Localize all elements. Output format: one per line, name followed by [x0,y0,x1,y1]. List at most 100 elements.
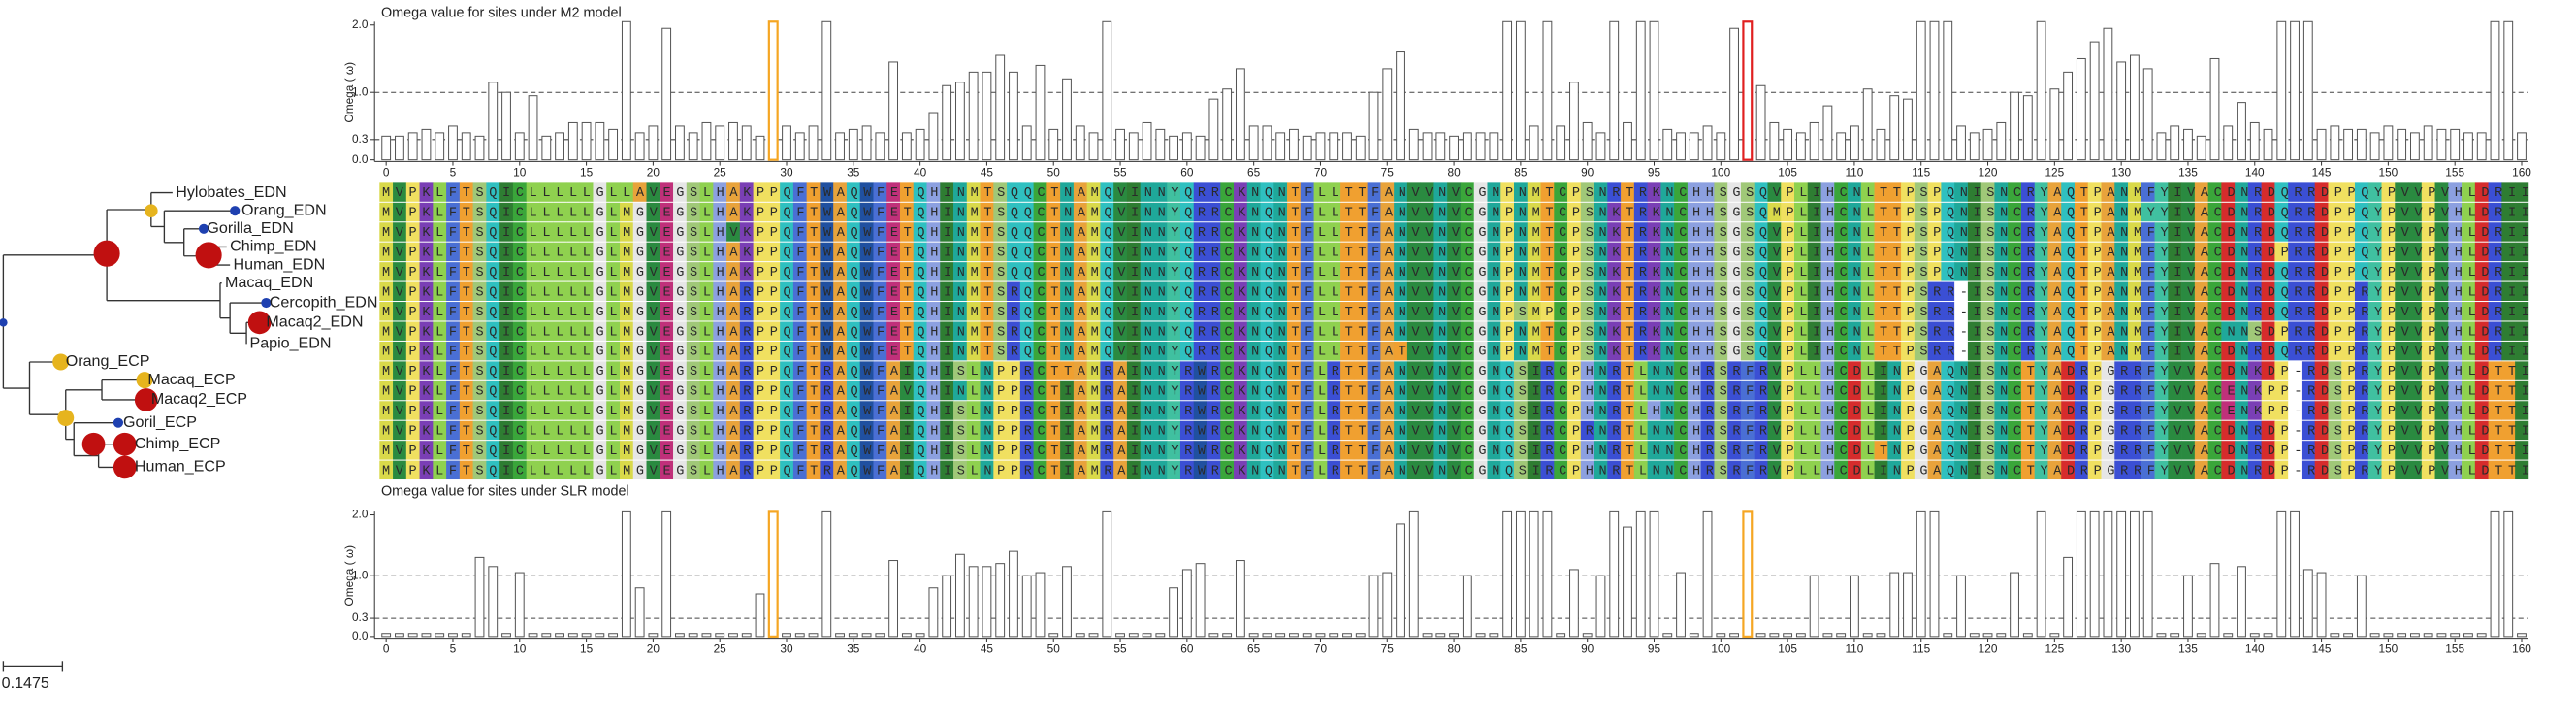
residue-cell [1406,401,1422,420]
node-marker [113,432,137,456]
residue-cell [699,242,714,262]
residue-cell [2381,361,2396,380]
residue-cell [1967,401,1981,420]
residue-cell [1781,302,1795,321]
residue-cell [593,420,607,441]
residue-cell [2501,420,2516,441]
residue-cell [1527,401,1541,420]
residue-cell [2301,341,2316,361]
residue-cell [1394,302,1408,321]
residue-cell [459,401,473,420]
residue-cell [2261,460,2275,480]
x-tick-label: 70 [1314,642,1328,656]
residue-cell [565,460,581,480]
residue-cell [1153,321,1168,341]
residue-cell [926,420,941,441]
residue-cell [2261,182,2275,202]
residue-cell [646,262,660,281]
residue-cell [966,361,981,380]
residue-cell [2301,380,2316,401]
residue-cell [1607,222,1622,242]
residue-cell [1060,242,1075,262]
residue-cell [1887,420,1902,441]
residue-cell [2101,242,2115,262]
bar [1529,510,1539,638]
residue-cell [2261,401,2275,420]
residue-cell [1834,182,1849,202]
residue-cell [1287,420,1302,441]
residue-cell [1887,380,1902,401]
residue-cell [846,262,861,281]
residue-cell [1140,420,1154,441]
residue-cell [632,222,647,242]
residue-cell [472,401,487,420]
residue-cell [2421,281,2435,302]
residue-cell [2488,380,2502,401]
residue-cell [2341,302,2356,321]
residue-cell [2247,420,2262,441]
residue-cell [606,460,621,480]
residue-cell [753,441,767,460]
bar [2116,510,2127,638]
bar [1969,633,1980,638]
residue-cell [1914,380,1928,401]
residue-cell [446,222,461,242]
residue-cell [1674,441,1689,460]
residue-cell [2128,420,2142,441]
residue-cell [2207,401,2222,420]
residue-cell [660,441,674,460]
residue-cell [2207,361,2222,380]
residue-cell [2141,441,2155,460]
residue-cell [2101,361,2115,380]
residue-cell [1380,321,1395,341]
residue-cell [1207,202,1221,222]
residue-cell [940,321,954,341]
residue-cell [1447,460,1462,480]
bar [1676,572,1686,638]
residue-cell [1860,341,1875,361]
residue-cell [766,361,781,380]
residue-cell [1433,460,1448,480]
residue-cell [2328,341,2342,361]
residue-cell [1727,401,1742,420]
residue-cell [419,361,434,380]
residue-cell [1500,182,1515,202]
residue-cell [2020,281,2036,302]
leaf-label: Orang_ECP [66,352,150,370]
residue-cell [886,441,901,460]
residue-cell [499,302,514,321]
x-tick-label: 65 [1247,642,1261,656]
bar [528,633,538,638]
residue-cell [1554,262,1568,281]
residue-cell [1207,420,1221,441]
residue-cell [2047,460,2062,480]
residue-cell [1113,361,1128,380]
residue-cell [446,281,461,302]
residue-cell [1046,182,1061,202]
residue-cell [1607,182,1622,202]
residue-cell [1447,361,1462,380]
residue-cell [1554,321,1568,341]
residue-cell [1246,222,1261,242]
x-tick-label: 105 [1778,642,1797,656]
residue-cell [1340,182,1355,202]
residue-cell [1207,222,1221,242]
residue-cell [792,380,807,401]
residue-cell [753,182,767,202]
bar [728,121,738,161]
residue-cell [792,222,807,242]
residue-cell [1060,182,1075,202]
residue-cell [2408,420,2423,441]
residue-cell [2154,321,2169,341]
bar [1382,572,1393,638]
residue-cell [1594,441,1608,460]
residue-cell [1313,321,1328,341]
bar [381,135,392,161]
residue-cell [486,281,500,302]
residue-cell [1300,401,1314,420]
residue-cell [606,281,621,302]
residue-cell [2194,341,2208,361]
bar [381,633,392,638]
residue-cell [2448,262,2463,281]
residue-cell [1246,401,1261,420]
